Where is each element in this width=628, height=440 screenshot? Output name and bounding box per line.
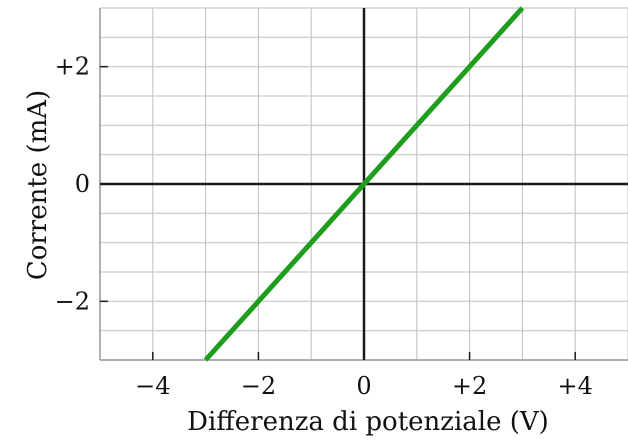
y-axis-title: Corrente (mA)	[23, 90, 53, 280]
x-tick-label: +2	[452, 372, 487, 400]
series-line	[203, 6, 525, 362]
x-tick-label: −2	[241, 372, 276, 400]
x-tick-labels: −4 −2 0 +2 +4	[135, 372, 593, 400]
y-tick-label: 0	[75, 170, 90, 198]
y-tick-labels: −2 0 +2	[55, 53, 90, 316]
x-tick-label: 0	[356, 372, 371, 400]
y-tick-label: −2	[55, 287, 90, 315]
x-tick-label: +4	[558, 372, 593, 400]
y-tick-label: +2	[55, 53, 90, 81]
x-tick-label: −4	[135, 372, 170, 400]
series-group	[203, 6, 525, 362]
x-axis-title: Differenza di potenziale (V)	[187, 407, 549, 437]
